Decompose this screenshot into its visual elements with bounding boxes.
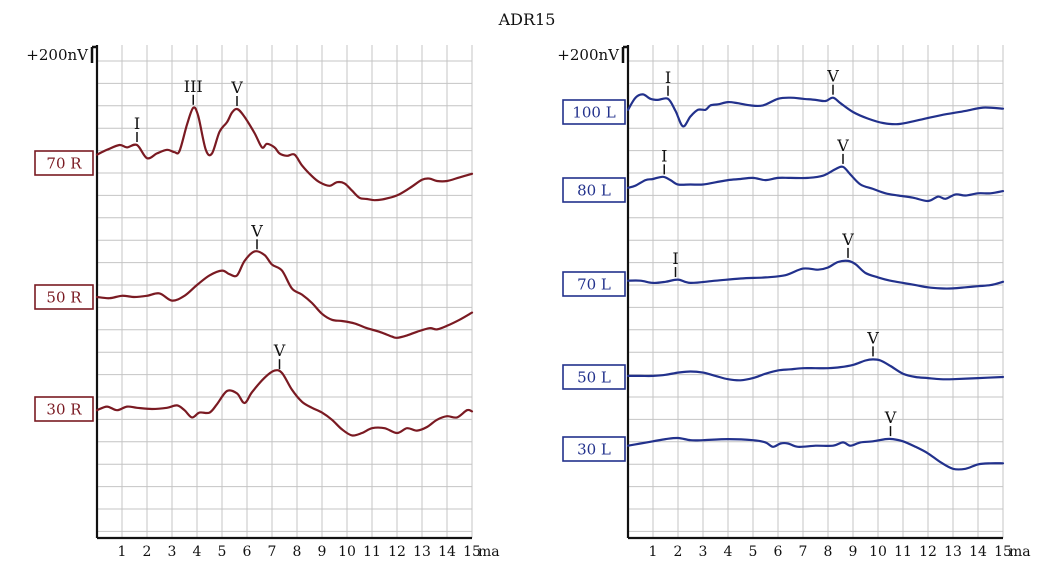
peak-label: V — [836, 136, 849, 155]
series-label: 30 R — [46, 401, 82, 419]
series-label-box — [562, 271, 626, 297]
series-label: 100 L — [572, 104, 615, 122]
x-tick-label: 4 — [193, 544, 202, 560]
x-tick-label: 1 — [118, 544, 127, 560]
waveform-line — [95, 250, 474, 339]
x-tick-label: 10 — [869, 544, 887, 560]
x-tick-label: 10 — [338, 544, 356, 560]
x-tick-label: 14 — [969, 544, 987, 560]
scale-label: +200nV — [557, 46, 620, 64]
series-label: 80 L — [577, 182, 611, 200]
x-tick-label: 7 — [799, 544, 808, 560]
waveform-line — [95, 106, 474, 202]
x-tick-label: 5 — [218, 544, 227, 560]
series-label-box — [562, 177, 626, 203]
figure-title: ADR15 — [498, 10, 556, 29]
series-label: 30 L — [577, 441, 611, 459]
series-label-box — [34, 150, 94, 176]
waveform-line — [626, 358, 1005, 382]
x-tick-label: 13 — [944, 544, 962, 560]
scale-bar — [90, 45, 97, 63]
series-30-r: 30 R V — [34, 341, 474, 437]
x-tick-label: 2 — [674, 544, 683, 560]
series-label: 70 L — [577, 276, 611, 294]
x-tick-label: 12 — [919, 544, 937, 560]
x-tick-label: 6 — [243, 544, 252, 560]
series-label: 70 R — [46, 155, 82, 173]
series-30-l: 30 L V — [562, 408, 1005, 471]
x-tick-label: 7 — [268, 544, 277, 560]
x-tick-label: 14 — [438, 544, 456, 560]
scale-bar — [621, 45, 628, 63]
x-tick-label: 2 — [143, 544, 152, 560]
series-80-l: 80 L I V — [562, 136, 1005, 203]
scale-label: +200nV — [26, 46, 89, 64]
waveform-line — [626, 259, 1005, 290]
x-tick-label: 12 — [388, 544, 406, 560]
waveform-line — [626, 165, 1005, 203]
x-axis-label: ma — [478, 544, 500, 560]
series-label-box — [34, 284, 94, 310]
series-label-box — [34, 396, 94, 422]
peak-label: I — [672, 249, 678, 268]
x-axis-label: ma — [1009, 544, 1031, 560]
peak-label: V — [884, 408, 897, 427]
x-tick-label: 15 — [994, 544, 1012, 560]
waveform-line — [626, 436, 1005, 471]
x-tick-label: 9 — [849, 544, 858, 560]
peak-label: V — [230, 78, 243, 97]
x-tick-label: 11 — [363, 544, 381, 560]
grid — [97, 45, 473, 538]
series-label: 50 R — [46, 289, 82, 307]
waveform-line — [95, 369, 474, 437]
x-tick-label: 11 — [894, 544, 912, 560]
x-tick-label: 4 — [724, 544, 733, 560]
waveform-line — [626, 93, 1005, 128]
grid — [628, 45, 1004, 538]
peak-label: V — [273, 341, 286, 360]
x-tick-label: 5 — [749, 544, 758, 560]
x-tick-label: 15 — [463, 544, 481, 560]
peak-label: I — [134, 114, 140, 133]
series-label-box — [562, 99, 626, 125]
series-100-l: 100 L I V — [562, 67, 1005, 128]
x-tick-label: 3 — [168, 544, 177, 560]
peak-label: III — [184, 77, 203, 96]
peak-label: V — [841, 230, 854, 249]
x-tick-label: 8 — [824, 544, 833, 560]
series-50-r: 50 R V — [34, 221, 474, 339]
peak-label: I — [665, 68, 671, 87]
peak-label: V — [866, 328, 879, 347]
peak-label: V — [250, 221, 263, 240]
x-tick-label: 13 — [413, 544, 431, 560]
x-tick-label: 3 — [699, 544, 708, 560]
series-50-l: 50 L V — [562, 328, 1005, 390]
x-tick-label: 9 — [318, 544, 327, 560]
series-label-box — [562, 364, 626, 390]
x-tick-label: 1 — [649, 544, 658, 560]
x-tick-label: 8 — [293, 544, 302, 560]
peak-label: I — [661, 146, 667, 165]
series-label-box — [562, 436, 626, 462]
peak-label: V — [826, 67, 839, 86]
series-label: 50 L — [577, 369, 611, 387]
series-70-l: 70 L I V — [562, 230, 1005, 297]
x-tick-label: 6 — [774, 544, 783, 560]
